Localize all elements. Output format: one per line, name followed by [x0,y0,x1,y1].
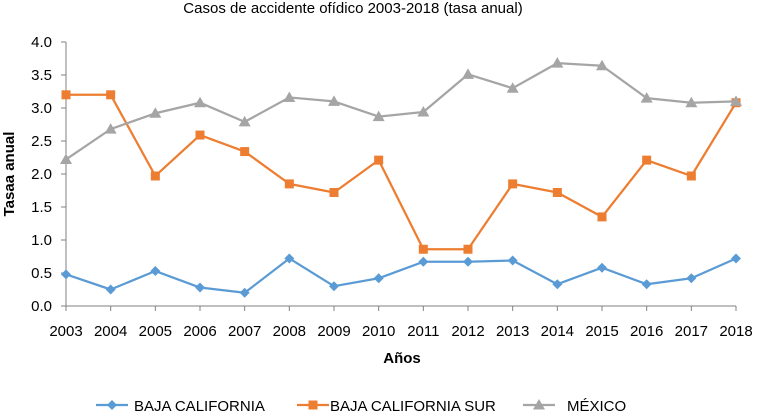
series-line-baja-california-sur [66,93,737,251]
y-tick-label: 1.0 [31,232,52,249]
x-tick-label: 2018 [719,323,752,340]
series-baja-california [61,253,741,298]
data-point-mexico [372,110,385,122]
data-point-baja-california [195,282,205,293]
legend-label: BAJA CALIFORNIA [134,398,265,413]
y-tick-labels: 0.0 0.5 1.0 1.5 2.0 2.5 3.0 3.5 4.0 [31,34,66,315]
data-point-baja-california [105,284,116,295]
series-line-baja-california [65,257,737,294]
data-point-mexico [551,57,564,68]
data-point-baja-california-sur [61,90,71,100]
chart-title: Casos de accidente ofídico 2003-2018 (ta… [183,0,522,17]
series-mexico [60,57,742,164]
y-axis-label: Tasaa anual [1,132,18,217]
y-tick-label: 2.5 [31,133,52,150]
data-point-baja-california [239,287,250,298]
x-tick-label: 2017 [675,323,708,340]
legend-marker [533,399,545,410]
x-axis-label: Años [383,350,421,367]
legend-label: BAJA CALIFORNIA SUR [330,398,496,413]
y-tick-label: 4.0 [31,34,52,51]
data-point-baja-california [150,266,161,277]
data-point-baja-california [373,273,384,284]
x-tick-label: 2014 [541,323,574,340]
data-point-baja-california [418,256,429,267]
x-tick-label: 2015 [585,323,618,340]
data-point-mexico [104,123,117,134]
data-point-mexico [730,95,742,106]
x-tick-label: 2003 [49,323,82,340]
legend-item-baja-california: BAJA CALIFORNIA [96,398,265,415]
x-tick-label: 2006 [183,323,216,340]
data-point-mexico [506,82,519,93]
legend-marker [107,400,117,410]
data-point-baja-california-sur [686,171,696,181]
x-tick-labels: 2003 2004 2005 2006 2007 2008 2009 2010 2011 2012… [49,306,753,340]
data-point-mexico [596,59,608,71]
data-point-baja-california-sur [508,179,518,189]
data-point-baja-california [641,279,652,290]
data-point-baja-california [597,262,607,273]
x-tick-label: 2016 [630,323,663,340]
data-point-baja-california [552,279,563,290]
data-point-mexico [328,95,340,106]
x-tick-label: 2012 [451,323,484,340]
y-tick-label: 3.5 [31,67,52,84]
legend-item-mexico: MÉXICO [523,398,626,415]
data-point-baja-california-sur [418,244,428,254]
data-point-mexico [283,91,296,102]
y-tick-label: 2.0 [31,166,52,183]
data-point-mexico [149,107,162,118]
data-point-baja-california [61,269,71,280]
x-tick-label: 2005 [139,323,172,340]
data-point-baja-california-sur [284,179,294,189]
x-tick-label: 2011 [407,323,439,340]
y-tick-label: 0.5 [31,265,52,282]
legend: BAJA CALIFORNIA BAJA CALIFORNIA SUR MÉXICO [96,398,626,415]
y-tick-label: 1.5 [31,199,52,216]
series-line-mexico [65,61,737,161]
data-point-baja-california-sur [642,155,652,165]
series-baja-california-sur [61,90,741,254]
x-tick-label: 2007 [228,323,261,340]
data-point-baja-california-sur [195,130,205,140]
data-point-baja-california-sur [552,187,562,197]
data-point-mexico [417,105,430,117]
data-point-mexico [60,153,72,164]
data-point-mexico [194,96,206,108]
legend-marker [308,400,318,410]
data-point-baja-california-sur [240,147,250,157]
data-point-baja-california-sur [463,244,473,254]
data-point-mexico [640,92,653,103]
data-point-baja-california-sur [329,187,339,197]
data-point-baja-california-sur [150,171,160,181]
x-tick-label: 2013 [496,323,529,340]
data-point-baja-california-sur [374,155,384,165]
x-tick-label: 2008 [273,323,306,340]
data-point-mexico [462,68,474,79]
y-tick-label: 0.0 [31,298,52,315]
data-point-baja-california-sur [597,212,607,222]
x-tick-label: 2009 [317,323,350,340]
series-group [60,57,742,298]
data-point-baja-california [284,253,295,264]
data-point-mexico [685,96,698,108]
x-tick-label: 2010 [362,323,395,340]
data-point-baja-california [463,256,473,267]
data-point-baja-california-sur [106,90,116,100]
data-point-baja-california [686,273,697,284]
data-point-mexico [238,115,251,127]
x-tick-label: 2004 [94,323,127,340]
data-point-baja-california [731,253,741,264]
data-point-baja-california [329,281,339,292]
legend-label: MÉXICO [567,398,626,413]
legend-item-baja-california-sur: BAJA CALIFORNIA SUR [297,398,496,415]
y-tick-label: 3.0 [31,100,52,117]
data-point-baja-california [507,255,518,266]
